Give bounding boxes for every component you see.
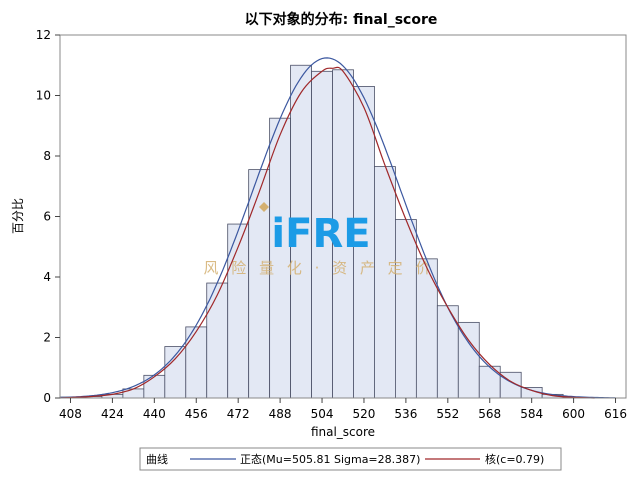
- legend-kernel-label: 核(c=0.79): [485, 452, 544, 466]
- legend-title: 曲线: [146, 452, 168, 466]
- watermark-diamond-icon: [259, 202, 269, 212]
- histogram-bar-536: [395, 219, 417, 399]
- chart-title: 以下对象的分布: final_score: [245, 11, 438, 28]
- histogram-bar-560: [457, 321, 480, 399]
- x-axis-label: final_score: [311, 425, 375, 439]
- legend-box: [139, 447, 562, 471]
- histogram-bar-440: [143, 374, 166, 399]
- kernel-curve: [59, 66, 595, 399]
- y-axis-label: 百分比: [11, 198, 25, 234]
- y-tick-label-0: 0: [43, 391, 51, 405]
- x-tick-label-568: 568: [478, 407, 501, 421]
- histogram-bars: [59, 64, 585, 399]
- x-tick-label-616: 616: [604, 407, 627, 421]
- x-tick-label-456: 456: [185, 407, 208, 421]
- legend: 曲线 正态(Mu=505.81 Sigma=28.387) 核(c=0.79): [139, 447, 562, 471]
- y-tick-label-6: 6: [43, 210, 51, 224]
- y-tick-label-4: 4: [43, 270, 51, 284]
- histogram-bar-480: [248, 169, 271, 399]
- x-tick-label-552: 552: [436, 407, 459, 421]
- x-tick-label-488: 488: [269, 407, 292, 421]
- x-tick-label-536: 536: [394, 407, 417, 421]
- x-axis: 408 424 440 456 472 488 504 520 536 552 568 584 600 6…: [59, 398, 627, 421]
- y-tick-label-2: 2: [43, 331, 51, 345]
- y-axis: 0 2 4 6 8 10 12: [36, 28, 60, 405]
- x-tick-label-408: 408: [59, 407, 82, 421]
- histogram-bar-528: [374, 166, 396, 399]
- legend-normal-label: 正态(Mu=505.81 Sigma=28.387): [240, 453, 420, 466]
- watermark-logo: iFRE: [271, 211, 370, 257]
- x-tick-label-472: 472: [227, 407, 250, 421]
- x-tick-label-440: 440: [143, 407, 166, 421]
- x-tick-label-584: 584: [520, 407, 543, 421]
- watermark: iFRE 风 险 量 化 · 资 产 定 价: [204, 202, 435, 277]
- watermark-subtitle: 风 险 量 化 · 资 产 定 价: [204, 259, 435, 277]
- histogram-bar-544: [415, 258, 438, 399]
- x-tick-label-520: 520: [353, 407, 376, 421]
- histogram-bar-432: [122, 388, 145, 399]
- x-tick-label-600: 600: [562, 407, 585, 421]
- y-tick-label-12: 12: [36, 28, 51, 42]
- x-tick-label-504: 504: [311, 407, 334, 421]
- x-tick-label-424: 424: [101, 407, 124, 421]
- y-tick-label-10: 10: [36, 89, 51, 103]
- y-tick-label-8: 8: [43, 149, 51, 163]
